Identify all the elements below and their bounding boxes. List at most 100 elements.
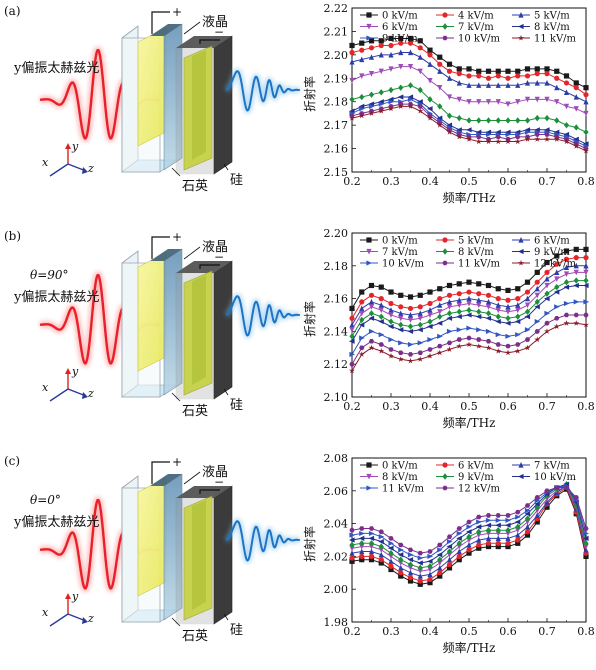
x-tick-label: 0.3	[382, 400, 400, 413]
data-point	[368, 54, 375, 60]
data-point	[505, 530, 511, 537]
data-point	[446, 556, 453, 563]
data-point	[534, 127, 540, 133]
thz-output-wave	[225, 520, 300, 562]
data-point	[583, 546, 589, 553]
data-point	[427, 300, 433, 307]
series-5	[349, 481, 589, 566]
data-point	[466, 295, 472, 302]
data-point	[544, 504, 550, 510]
legend-label: 7 kV/m	[382, 247, 418, 258]
series-4	[349, 277, 589, 340]
data-point	[427, 61, 433, 67]
data-point	[515, 73, 521, 79]
data-point	[388, 545, 394, 551]
data-point	[534, 495, 540, 500]
data-point	[368, 71, 375, 77]
data-point	[466, 136, 472, 142]
silicon-leader	[223, 163, 229, 171]
data-point	[475, 129, 482, 135]
data-point	[466, 66, 472, 72]
data-point	[388, 563, 394, 569]
data-point	[456, 557, 462, 563]
axis-z-label: z	[87, 162, 94, 175]
data-point	[398, 35, 404, 42]
thz-output-glow	[224, 517, 301, 565]
data-point	[524, 289, 531, 295]
x-tick-label: 0.4	[421, 175, 439, 188]
data-point	[485, 328, 492, 334]
data-point	[359, 557, 365, 563]
data-point	[359, 310, 365, 317]
data-point	[476, 134, 482, 140]
data-point	[388, 347, 394, 352]
data-point	[544, 499, 550, 505]
axis-y-head	[65, 143, 71, 149]
y-tick-label: 2.16	[324, 293, 349, 306]
data-point	[446, 539, 453, 545]
data-point	[359, 299, 365, 305]
data-point	[534, 292, 540, 299]
data-point	[417, 581, 423, 587]
silicon-top	[176, 261, 232, 273]
data-point	[485, 82, 492, 88]
data-point	[563, 279, 570, 286]
legend-entry: 5 kV/m	[512, 11, 570, 22]
data-point	[378, 342, 384, 347]
data-point	[495, 342, 501, 347]
data-point	[378, 38, 384, 44]
data-point	[466, 289, 472, 295]
x-tick-label: 0.8	[577, 400, 595, 413]
data-point	[505, 513, 511, 518]
data-point	[446, 112, 453, 119]
silicon-top	[176, 36, 232, 48]
data-point	[349, 545, 355, 552]
data-point	[524, 73, 531, 79]
axis-x-label: x	[42, 606, 49, 619]
data-point	[563, 248, 570, 254]
data-point	[515, 302, 521, 308]
data-point	[505, 68, 511, 74]
data-point	[476, 291, 482, 297]
data-point	[437, 343, 443, 349]
data-point	[485, 543, 492, 550]
data-point	[417, 321, 423, 329]
minus-lead	[199, 39, 220, 44]
data-point	[554, 304, 560, 310]
data-point	[446, 340, 453, 346]
lc-label: 液晶	[202, 240, 228, 255]
data-point	[446, 129, 453, 135]
data-point	[397, 552, 404, 558]
data-point	[485, 68, 492, 74]
data-point	[407, 49, 414, 56]
x-tick-label: 0.4	[421, 400, 439, 413]
data-point	[485, 339, 492, 344]
data-point	[417, 86, 423, 94]
data-point	[388, 105, 394, 112]
data-point	[466, 550, 472, 556]
data-point	[476, 99, 482, 105]
data-point	[446, 565, 453, 571]
data-point	[515, 537, 521, 543]
data-point	[437, 573, 443, 579]
series-6	[349, 299, 589, 357]
data-point	[466, 547, 472, 553]
data-point	[495, 540, 501, 546]
data-point	[368, 557, 375, 563]
data-point	[388, 300, 394, 307]
data-point	[417, 45, 423, 51]
data-point	[573, 255, 579, 261]
data-point	[583, 530, 589, 537]
data-point	[495, 99, 501, 105]
data-point	[446, 75, 453, 81]
data-point	[524, 136, 531, 142]
data-point	[366, 485, 372, 491]
y-tick-label: 2.16	[324, 143, 349, 156]
data-point	[388, 549, 394, 557]
chart-panel-0: 0.2 0.3 0.4 0.5 0.6 0.7 0.8 2.15 2.16 2.17 2.18 2.1…	[302, 2, 595, 205]
data-point	[505, 138, 511, 145]
data-point	[476, 82, 482, 88]
data-point	[563, 73, 570, 79]
data-point	[388, 66, 394, 72]
